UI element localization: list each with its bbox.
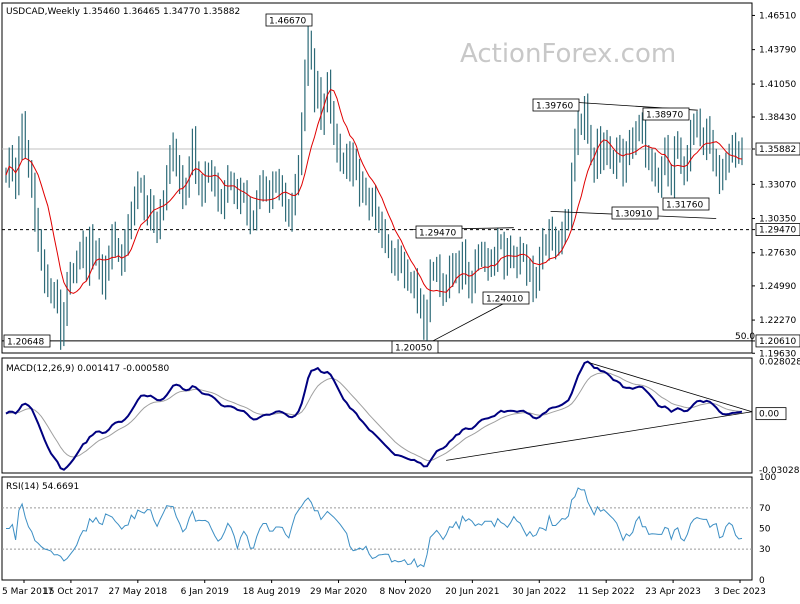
date-axis-label: 18 Aug 2019 (243, 587, 301, 597)
date-axis-label: 3 Dec 2023 (714, 587, 766, 597)
macd-label: MACD(12,26,9) 0.001417 -0.000580 (6, 364, 169, 374)
date-axis-label: 27 May 2018 (108, 587, 167, 597)
date-axis-label: 6 Jan 2019 (181, 587, 229, 597)
price-annotation-box (415, 225, 463, 239)
date-axis-label: 5 Mar 2017 (2, 587, 53, 597)
macd-trend-line (446, 411, 753, 461)
price-axis-highlight (755, 142, 800, 156)
macd-axis-label: 0.00 (759, 410, 779, 420)
price-axis-label: 1.33070 (759, 180, 796, 190)
date-axis-label: 15 Oct 2017 (43, 587, 99, 597)
price-axis-label: 1.43790 (759, 46, 796, 56)
price-annotation-label: 1.39760 (536, 102, 573, 112)
rsi-axis-label: 30 (759, 545, 771, 555)
price-annotation-label: 1.24010 (486, 295, 523, 305)
price-annotation-label: 1.38970 (646, 111, 683, 121)
price-annotation-box (482, 291, 530, 305)
rsi-axis-label: 0 (759, 576, 765, 586)
rsi-axis-label: 70 (759, 504, 771, 514)
price-annotation-box (3, 334, 51, 348)
price-annotation-box (611, 206, 659, 220)
macd-line (5, 360, 743, 471)
price-annotation-box (642, 107, 690, 121)
price-axis-label: 1.24990 (759, 282, 796, 292)
price-axis-label: 1.29470 (759, 226, 796, 236)
moving-average-line (5, 88, 743, 294)
price-annotation-label: 1.46670 (269, 17, 306, 27)
price-axis-label: 1.38430 (759, 113, 796, 123)
price-annotation-box (391, 340, 439, 354)
price-annotation-label: 1.20050 (395, 344, 432, 354)
chart-header: USDCAD,Weekly 1.35460 1.36465 1.34770 1.… (6, 7, 240, 17)
rsi-axis-label: 50 (759, 525, 771, 535)
price-axis-label: 1.35882 (759, 145, 796, 155)
price-panel (1, 2, 753, 354)
date-axis-label: 20 Jun 2021 (445, 587, 499, 597)
macd-trend-line (588, 362, 753, 413)
rsi-axis-label: 100 (759, 473, 776, 483)
price-axis-label: 1.27630 (759, 249, 796, 259)
trend-line (425, 297, 514, 346)
price-annotation-label: 1.29470 (419, 229, 456, 239)
date-axis-label: 30 Jan 2022 (512, 587, 566, 597)
price-annotation-label: 1.30910 (615, 210, 652, 220)
price-axis-label: 1.22270 (759, 316, 796, 326)
rsi-panel (1, 476, 753, 581)
watermark: ActionForex.com (460, 39, 676, 69)
macd-panel (1, 357, 753, 474)
price-annotation-label: 1.20648 (7, 338, 44, 348)
macd-signal-line (5, 372, 743, 462)
date-axis-label: 8 Nov 2020 (379, 587, 431, 597)
price-axis-label: 1.30350 (759, 215, 796, 225)
price-annotation-label: 1.31760 (666, 201, 703, 211)
rsi-label: RSI(14) 54.6691 (6, 482, 79, 492)
price-axis-label: 1.41050 (759, 80, 796, 90)
price-axis-highlight (755, 334, 800, 348)
price-annotation-box (662, 197, 710, 211)
macd-axis-label: -0.030286 (759, 466, 800, 476)
price-axis-label: 1.19630 (759, 349, 796, 359)
price-annotation-box (532, 98, 580, 112)
fibo-50-label: 50.0 (735, 332, 755, 342)
price-axis-label: 1.20610 (759, 337, 796, 347)
date-axis-label: 23 Apr 2023 (645, 587, 701, 597)
price-axis-label: 1.46510 (759, 11, 796, 21)
date-axis-label: 29 Mar 2020 (310, 587, 367, 597)
macd-axis-highlight (755, 407, 787, 421)
rsi-line (6, 487, 743, 568)
price-axis-highlight (755, 223, 800, 236)
macd-axis-label: 0.028028 (759, 358, 800, 368)
date-axis-label: 11 Sep 2022 (578, 587, 635, 597)
price-annotation-box (265, 13, 313, 27)
